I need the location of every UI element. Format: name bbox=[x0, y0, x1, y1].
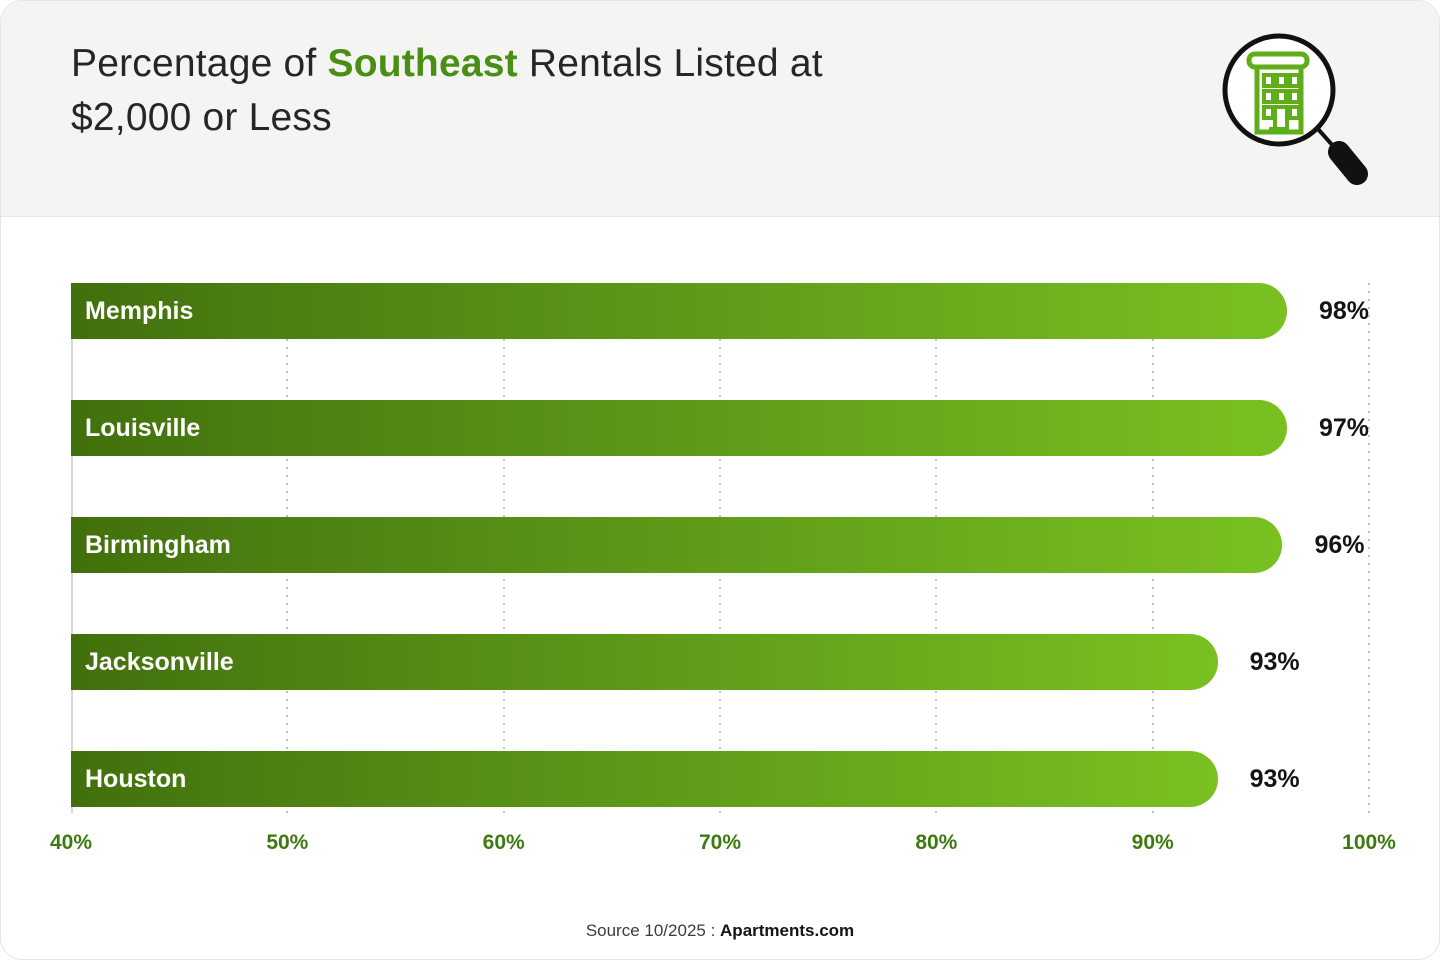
bar-category-label: Jacksonville bbox=[85, 647, 234, 676]
x-tick-label: 100% bbox=[1342, 831, 1396, 854]
x-tick-label: 70% bbox=[698, 831, 742, 854]
header: Percentage of Southeast Rentals Listed a… bbox=[1, 1, 1439, 217]
source-prefix: Source 10/2025 : bbox=[585, 921, 721, 940]
bar-value-label: 98% bbox=[1318, 296, 1369, 325]
bar-value-label: 96% bbox=[1314, 530, 1365, 559]
title-highlight: Southeast bbox=[327, 42, 518, 85]
building-icon bbox=[1246, 51, 1310, 135]
x-tick-label: 80% bbox=[915, 831, 958, 854]
x-tick-label: 40% bbox=[49, 831, 93, 854]
magnifier-building-svg bbox=[1222, 33, 1368, 185]
x-tick-label: 50% bbox=[266, 831, 309, 854]
title-suffix: Rentals Listed at bbox=[517, 42, 823, 85]
bar-category-label: Houston bbox=[85, 764, 187, 793]
bar-jacksonville: Jacksonville bbox=[71, 634, 1218, 690]
bar-row: Memphis 98% bbox=[71, 283, 1369, 339]
bar-row: Houston 93% bbox=[71, 751, 1369, 807]
bar-birmingham: Birmingham bbox=[71, 517, 1283, 573]
bar-row: Jacksonville 93% bbox=[71, 634, 1369, 690]
magnifier-building-icon bbox=[1219, 24, 1369, 199]
bar-memphis: Memphis bbox=[71, 283, 1287, 339]
title-line2: $2,000 or Less bbox=[71, 95, 332, 139]
bar-category-label: Birmingham bbox=[85, 530, 231, 559]
x-tick-label: 60% bbox=[482, 831, 525, 854]
x-tick-label: 90% bbox=[1131, 831, 1174, 854]
gridline bbox=[1368, 283, 1370, 813]
page-title: Percentage of Southeast Rentals Listed a… bbox=[71, 37, 823, 145]
bar-category-label: Memphis bbox=[85, 296, 194, 325]
bar-row: Birmingham 96% bbox=[71, 517, 1369, 573]
source-name: Apartments.com bbox=[720, 921, 855, 940]
bar-value-label: 93% bbox=[1249, 764, 1300, 793]
x-axis-ticks: 40% 50% 60% 70% 80% 90% 100% bbox=[50, 831, 1396, 861]
bar-houston: Houston bbox=[71, 751, 1218, 807]
bar-louisville: Louisville bbox=[71, 400, 1287, 456]
bar-value-label: 97% bbox=[1318, 413, 1369, 442]
bar-value-label: 93% bbox=[1249, 647, 1300, 676]
magnifier-neck bbox=[1316, 127, 1336, 149]
plot-area: Memphis 98% Louisville 97% Birmingham 96% Jack… bbox=[71, 283, 1370, 813]
bar-category-label: Louisville bbox=[85, 413, 201, 442]
bar-chart: Memphis 98% Louisville 97% Birmingham 96% Jack… bbox=[1, 217, 1439, 959]
magnifier-handle bbox=[1328, 141, 1368, 185]
bar-row: Louisville 97% bbox=[71, 400, 1369, 456]
source-note: Source 10/2025 : Apartments.com bbox=[1, 921, 1439, 941]
title-prefix: Percentage of bbox=[71, 42, 328, 85]
